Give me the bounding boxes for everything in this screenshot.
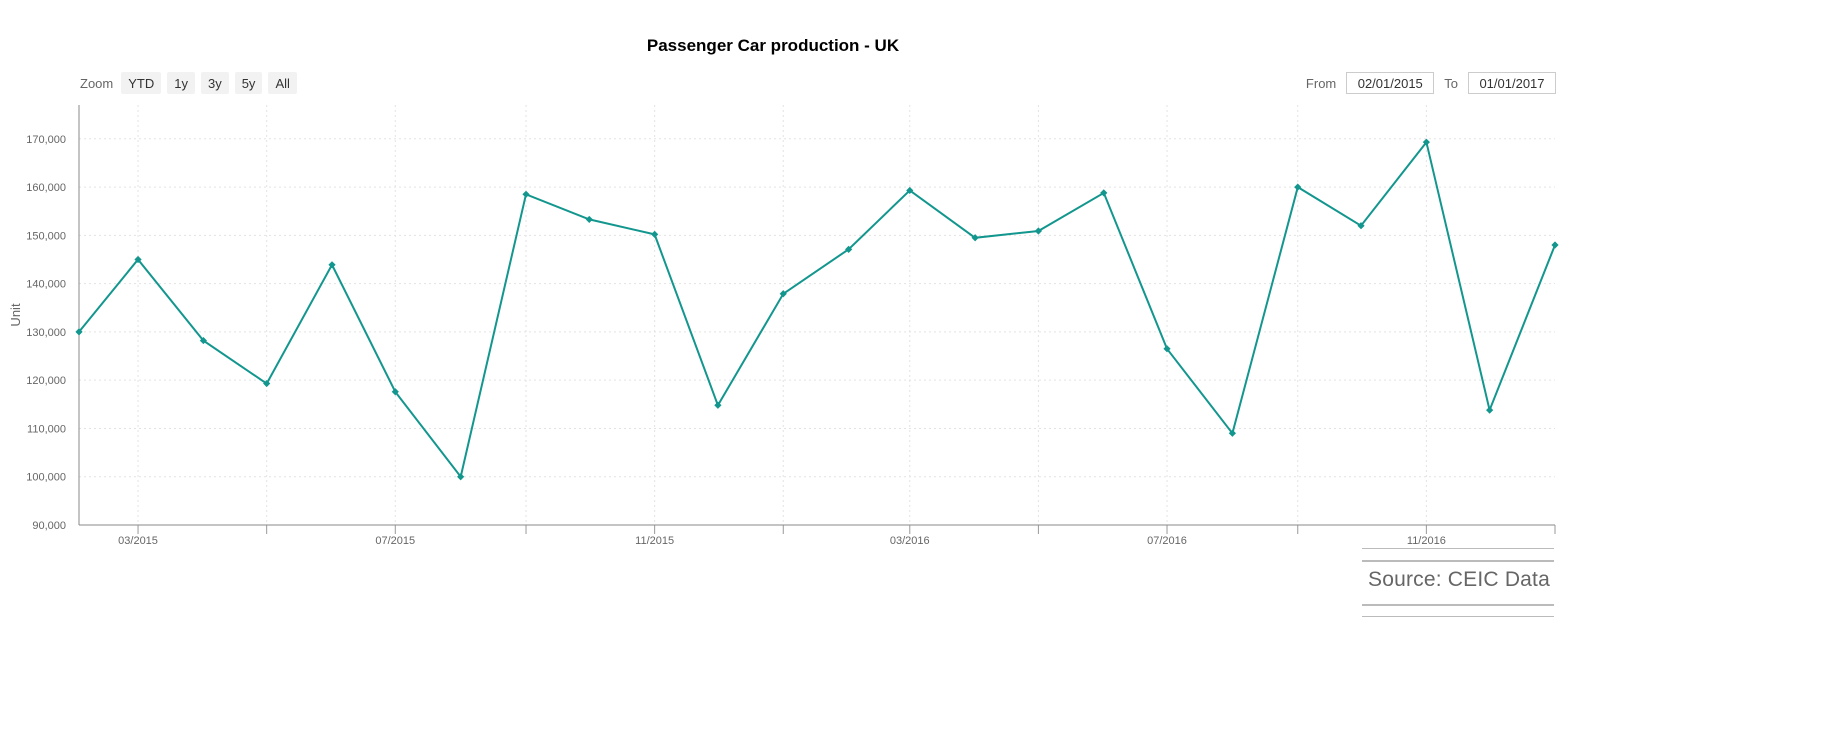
data-point-marker[interactable]: [75, 328, 83, 336]
chart-title: Passenger Car production - UK: [646, 36, 900, 55]
zoom-all-button[interactable]: All: [268, 72, 297, 94]
y-tick-label: 120,000: [26, 375, 66, 387]
y-axis-label: Unit: [8, 303, 23, 327]
data-point-marker[interactable]: [1357, 222, 1365, 230]
data-point-marker[interactable]: [1294, 183, 1302, 191]
zoom-ytd-button[interactable]: YTD: [121, 72, 162, 94]
series-markers: [75, 138, 1559, 481]
data-point-marker[interactable]: [1034, 227, 1042, 235]
grid-lines: [79, 105, 1555, 525]
y-axis-tick-labels: 90,000 100,000 110,000 120,000 130,000 140,00…: [26, 134, 66, 532]
data-point-marker[interactable]: [906, 186, 914, 195]
data-point-marker[interactable]: [1100, 189, 1108, 197]
source-rule-upper: [1362, 560, 1554, 562]
data-point-marker[interactable]: [1228, 429, 1236, 437]
x-tick-label: 07/2015: [375, 535, 415, 547]
zoom-5y-button[interactable]: 5y: [234, 72, 263, 94]
to-label: To: [1444, 75, 1458, 91]
y-tick-label: 100,000: [26, 472, 66, 484]
x-tick-label: 11/2015: [635, 535, 674, 547]
y-tick-label: 150,000: [26, 230, 66, 242]
x-tick-label: 03/2015: [118, 535, 158, 547]
from-label: From: [1305, 75, 1337, 91]
data-point-marker[interactable]: [391, 388, 399, 396]
date-range-selector: From To: [1306, 72, 1556, 94]
to-date-input[interactable]: [1468, 72, 1556, 94]
x-axis-tick-labels: 03/2015 07/2015 11/2015 03/2016 07/2016 11/20…: [118, 535, 1446, 547]
data-point-marker[interactable]: [522, 190, 530, 198]
data-point-marker[interactable]: [585, 215, 593, 224]
data-point-marker[interactable]: [845, 245, 853, 253]
data-point-marker[interactable]: [651, 230, 659, 238]
source-bottom-rule: [1362, 616, 1554, 617]
y-tick-label: 140,000: [26, 279, 66, 291]
data-point-marker[interactable]: [1163, 345, 1171, 353]
x-tick-label: 03/2016: [890, 535, 930, 547]
data-point-marker[interactable]: [1486, 406, 1494, 414]
data-point-marker[interactable]: [779, 290, 787, 298]
y-tick-label: 90,000: [32, 520, 66, 532]
source-text: Source: CEIC Data: [1368, 568, 1550, 591]
zoom-1y-button[interactable]: 1y: [167, 72, 195, 94]
data-point-marker[interactable]: [971, 234, 979, 242]
x-tick-label: 07/2016: [1147, 535, 1187, 547]
data-point-marker[interactable]: [134, 255, 142, 264]
y-tick-label: 160,000: [26, 182, 66, 194]
data-point-marker[interactable]: [263, 379, 271, 388]
axes: [78, 105, 1556, 534]
x-tick-label: 11/2016: [1407, 535, 1446, 547]
data-point-marker[interactable]: [457, 473, 465, 481]
source-rule-lower: [1362, 604, 1554, 606]
source-top-rule: [1362, 548, 1554, 549]
y-tick-label: 110,000: [27, 423, 66, 435]
y-tick-label: 170,000: [26, 134, 66, 146]
data-point-marker[interactable]: [328, 261, 336, 269]
zoom-bar: Zoom YTD 1y 3y 5y All: [80, 72, 297, 94]
zoom-label: Zoom: [80, 75, 114, 91]
y-tick-label: 130,000: [26, 327, 66, 339]
data-point-marker[interactable]: [199, 336, 208, 345]
data-point-marker[interactable]: [714, 401, 722, 409]
zoom-3y-button[interactable]: 3y: [200, 72, 229, 94]
source-badge: Source: CEIC Data: [1362, 548, 1554, 617]
data-point-marker[interactable]: [1551, 241, 1559, 249]
series-line: [78, 139, 1556, 479]
data-point-marker[interactable]: [1422, 138, 1430, 146]
from-date-input[interactable]: [1346, 72, 1435, 94]
